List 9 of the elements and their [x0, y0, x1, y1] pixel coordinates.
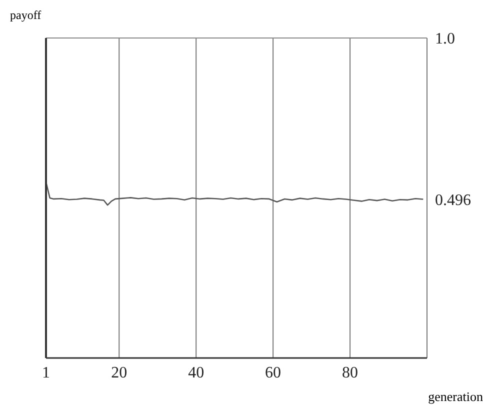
x-axis-title: generation: [428, 389, 483, 405]
y-axis-title: payoff: [10, 8, 42, 23]
x-tick-label: 80: [342, 364, 358, 382]
x-tick-label: 20: [111, 364, 128, 382]
x-tick-label: 40: [188, 364, 204, 382]
x-tick-label: 1: [42, 364, 50, 382]
y-tick-label: 1.0: [435, 30, 455, 48]
x-tick-label: 60: [265, 364, 282, 382]
y-tick-label: 0.496: [435, 192, 471, 209]
